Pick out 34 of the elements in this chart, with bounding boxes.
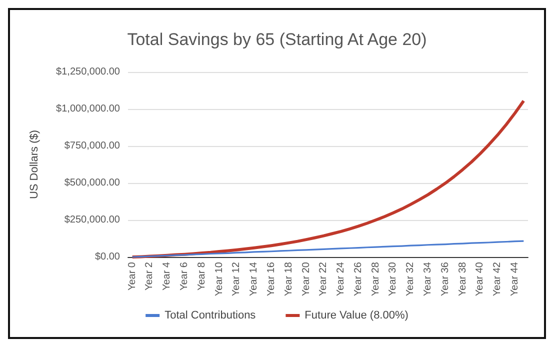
y-tick-label: $1,000,000.00 xyxy=(56,104,120,114)
line-series xyxy=(132,240,524,258)
x-tick-label: Year 22 xyxy=(318,262,330,296)
x-tick-label: Year 44 xyxy=(509,262,520,296)
y-axis-title: US Dollars ($) xyxy=(28,130,40,200)
chart-title: Total Savings by 65 (Starting At Age 20) xyxy=(127,30,427,49)
x-tick-label: Year 32 xyxy=(405,262,416,296)
x-tick-label: Year 34 xyxy=(422,262,434,296)
y-tick-label: $500,000.00 xyxy=(64,178,120,188)
x-tick-label: Year 30 xyxy=(388,262,399,296)
x-tick-label: Year 2 xyxy=(144,262,156,291)
x-tick-label: Year 36 xyxy=(440,262,451,296)
x-tick-label: Year 24 xyxy=(336,262,347,296)
x-tick-label: Year 26 xyxy=(352,262,364,296)
y-tick-label: $250,000.00 xyxy=(64,214,120,226)
x-tick-label: Year 38 xyxy=(457,262,468,296)
x-tick-label: Year 12 xyxy=(231,262,242,296)
x-tick-label: Year 10 xyxy=(214,262,225,296)
x-tick-label: Year 18 xyxy=(283,262,294,296)
x-tick-label: Year 40 xyxy=(474,262,486,296)
x-tick-label: Year 28 xyxy=(370,262,382,296)
x-tick-label: Year 0 xyxy=(126,262,138,291)
x-tick-label: Year 6 xyxy=(179,262,190,291)
x-tick-label: Year 8 xyxy=(196,262,208,291)
y-tick-label: $1,250,000.00 xyxy=(56,66,120,78)
legend-label: Future Value (8.00%) xyxy=(304,310,408,322)
x-tick-label: Year 14 xyxy=(248,262,260,296)
x-tick-label: Year 20 xyxy=(300,262,312,296)
x-tick-label: Year 42 xyxy=(492,262,504,296)
y-tick-label: $0.00 xyxy=(94,252,120,262)
x-tick-label: Year 4 xyxy=(162,262,173,291)
x-tick-label: Year 16 xyxy=(266,262,277,296)
y-tick-label: $750,000.00 xyxy=(64,140,120,152)
legend-label: Total Contributions xyxy=(164,310,256,322)
